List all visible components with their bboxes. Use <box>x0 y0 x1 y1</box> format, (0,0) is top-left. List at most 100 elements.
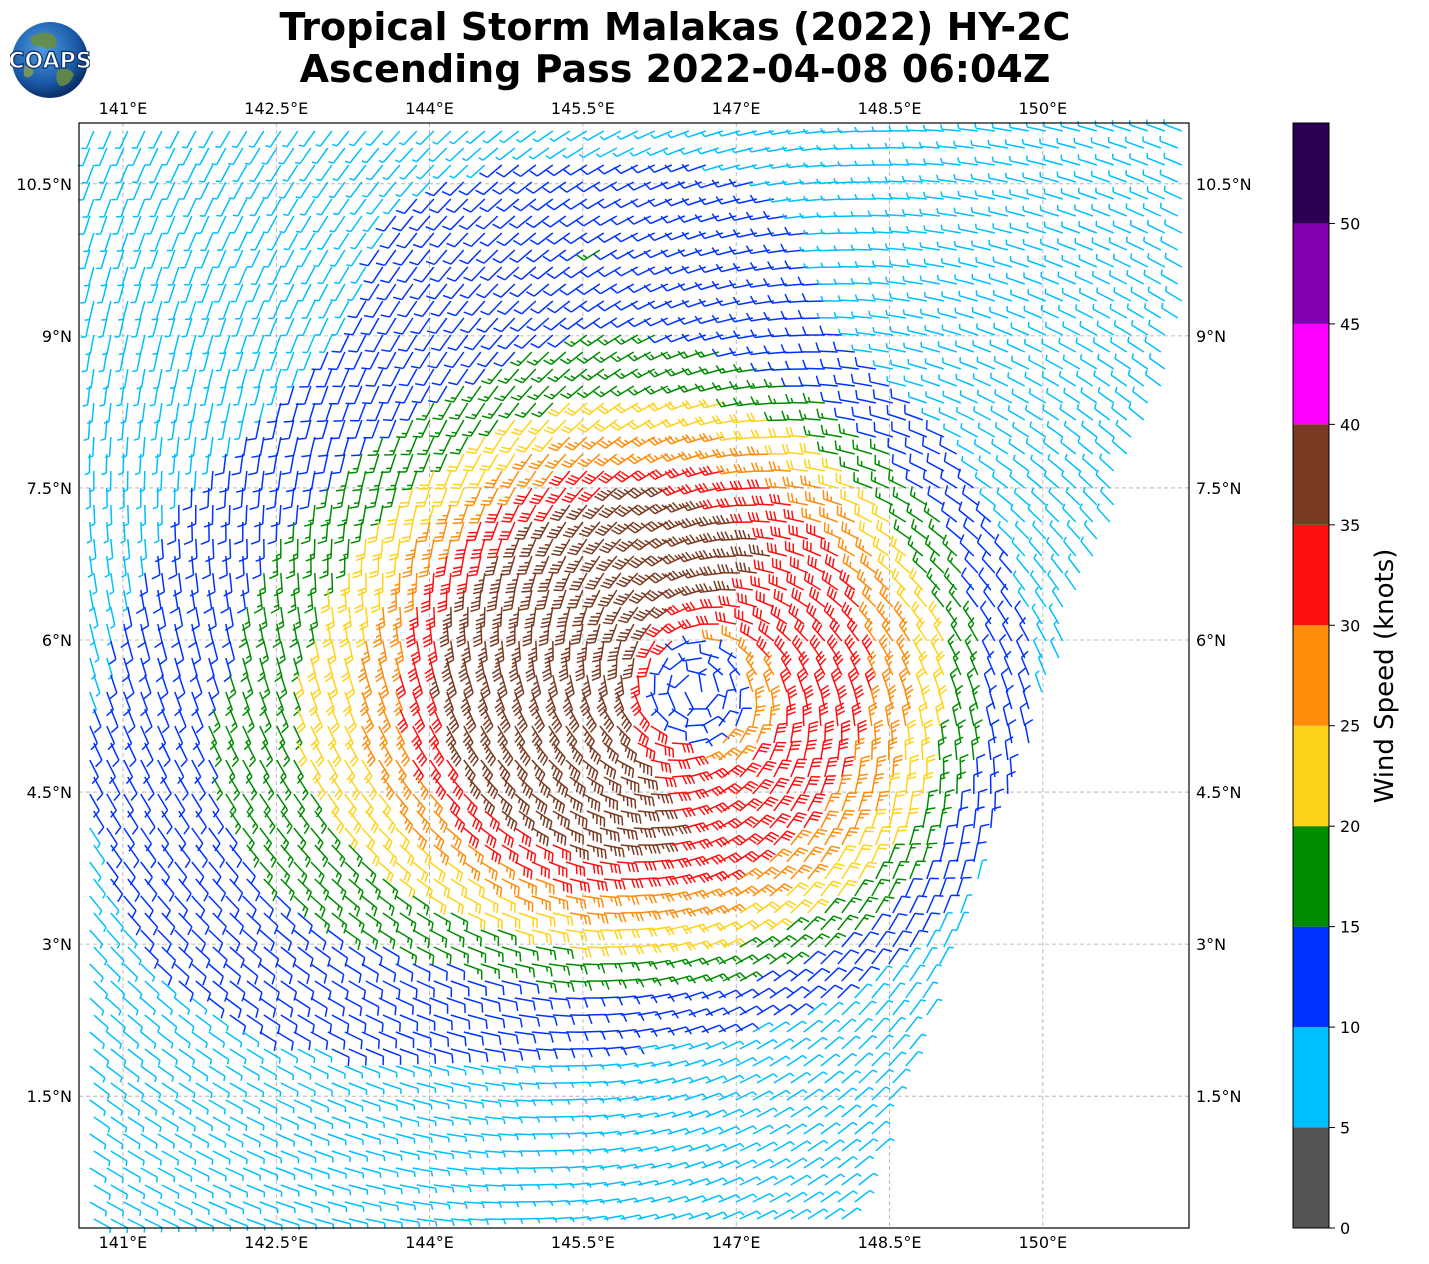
wind-barb <box>262 215 278 234</box>
wind-barb <box>546 232 571 245</box>
wind-barb <box>192 640 202 666</box>
wind-barb <box>322 623 332 648</box>
wind-barb <box>154 538 164 563</box>
wind-barb <box>599 759 617 780</box>
wind-barb <box>518 844 537 864</box>
wind-barb <box>234 436 248 459</box>
wind-barb <box>129 249 142 269</box>
wind-barb <box>526 317 550 332</box>
wind-barb <box>1009 189 1030 200</box>
wind-barb <box>1095 469 1111 489</box>
wind-barb <box>144 810 156 835</box>
wind-barb <box>535 776 551 799</box>
wind-barb <box>167 419 176 441</box>
wind-barb <box>123 929 138 949</box>
wind-barb <box>182 164 197 183</box>
wind-barb <box>1029 421 1047 438</box>
wind-barb <box>358 606 369 631</box>
wind-barb <box>594 487 618 502</box>
wind-barb <box>820 538 839 557</box>
wind-barb <box>612 147 635 158</box>
wind-barb <box>158 640 168 666</box>
wind-barb <box>465 402 486 420</box>
wind-barb <box>313 419 329 440</box>
wind-barb <box>905 843 922 863</box>
wind-barb <box>816 441 838 455</box>
wind-barb <box>310 929 327 951</box>
wind-barb <box>168 555 178 580</box>
wind-barb <box>182 198 197 218</box>
wind-barb <box>694 281 720 291</box>
wind-barb <box>215 351 227 372</box>
wind-barb <box>174 1201 193 1216</box>
wind-barb <box>89 997 105 1016</box>
wind-barb <box>530 521 550 540</box>
wind-barb <box>263 742 274 768</box>
wind-barb <box>280 1116 299 1130</box>
lon-tick-label: 142.5°E <box>244 1233 308 1252</box>
wind-barb <box>450 810 466 833</box>
wind-barb <box>235 300 248 320</box>
wind-barb <box>480 963 501 979</box>
wind-barb <box>259 963 276 985</box>
wind-barb <box>905 125 927 132</box>
wind-barb <box>1005 239 1026 251</box>
wind-barb <box>174 963 190 986</box>
wind-barb <box>345 385 363 405</box>
wind-barb <box>1009 222 1030 234</box>
wind-barb <box>1094 436 1111 455</box>
wind-barb <box>352 470 367 492</box>
wind-barb <box>660 553 686 565</box>
wind-barb <box>535 946 557 960</box>
wind-barb <box>905 158 927 166</box>
wind-barb <box>476 351 499 368</box>
wind-barb <box>799 442 821 455</box>
wind-barb <box>769 1021 791 1033</box>
wind-barb <box>365 487 380 509</box>
wind-barb <box>331 1082 351 1096</box>
wind-barb <box>108 640 117 666</box>
wind-barb <box>267 266 282 285</box>
wind-barb <box>773 588 792 608</box>
wind-barb <box>285 470 299 493</box>
wind-barb <box>229 878 244 902</box>
wind-barb <box>549 130 571 142</box>
wind-barb <box>888 808 903 829</box>
wind-barb <box>225 1201 245 1215</box>
wind-barb <box>327 895 343 918</box>
wind-barb <box>858 755 871 778</box>
wind-barb <box>492 215 516 230</box>
wind-barb <box>607 657 618 681</box>
wind-barb <box>650 759 672 774</box>
wind-barb <box>889 535 907 557</box>
wind-barb <box>433 1150 455 1160</box>
wind-barb <box>165 351 176 372</box>
wind-barb <box>562 147 584 159</box>
wind-barb <box>752 742 772 761</box>
wind-barb <box>1077 437 1094 455</box>
wind-barb <box>140 759 151 785</box>
wind-barb <box>359 283 380 301</box>
wind-barb <box>93 946 108 966</box>
wind-barb <box>416 776 429 801</box>
wind-barb <box>837 914 859 931</box>
wind-barb <box>461 419 482 437</box>
wind-barb <box>1060 470 1077 489</box>
wind-barb <box>664 164 690 173</box>
wind-barb <box>279 674 288 700</box>
wind-barb <box>875 999 894 1016</box>
wind-barb <box>116 232 129 252</box>
logo-text: COAPS <box>10 49 90 74</box>
wind-barb <box>405 538 418 561</box>
wind-barb <box>1146 219 1166 234</box>
wind-barb <box>647 537 673 549</box>
wind-barb <box>922 158 944 166</box>
wind-barb <box>791 587 809 608</box>
wind-barb <box>643 249 669 259</box>
wind-barb <box>835 702 846 727</box>
wind-barb <box>841 1138 862 1152</box>
wind-barb <box>512 164 537 178</box>
wind-barb <box>404 589 414 613</box>
wind-barb <box>215 164 231 183</box>
wind-barb <box>681 367 707 376</box>
